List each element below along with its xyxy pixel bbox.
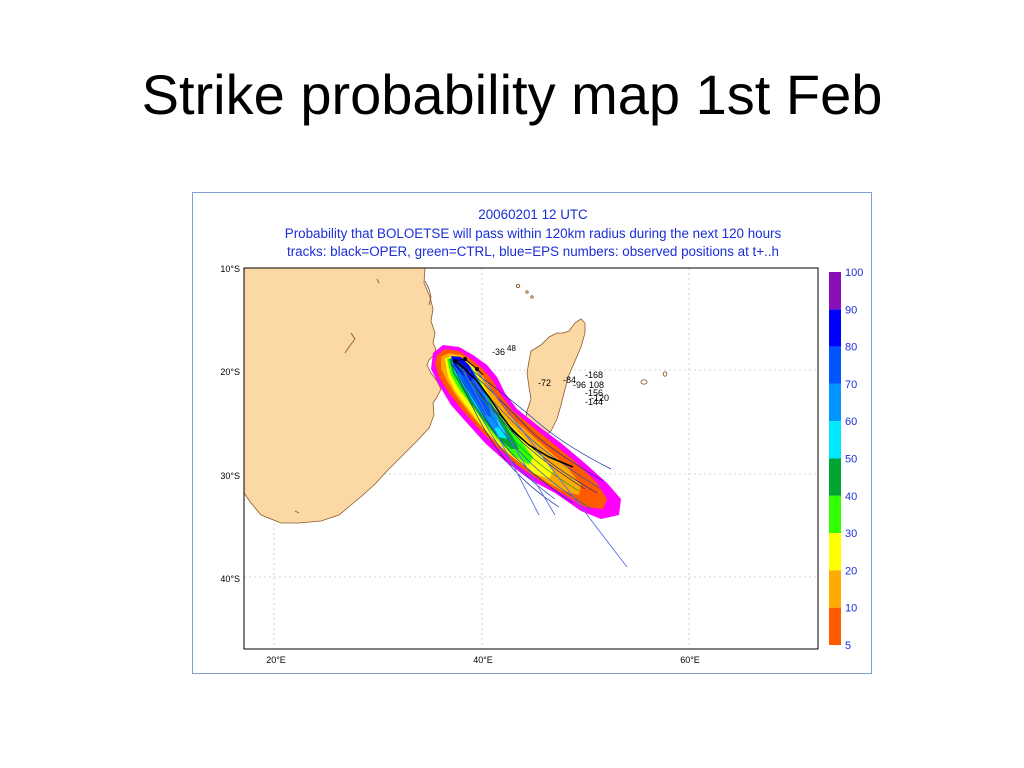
lat-label: 30°S [220, 471, 240, 481]
legend-label: 70 [845, 379, 857, 391]
lon-axis: 20°E 40°E 60°E [266, 655, 700, 665]
legend-swatch [829, 495, 841, 534]
ensemble-tracks [450, 358, 628, 568]
legend-label: 10 [845, 603, 857, 615]
slide-title: Strike probability map 1st Feb [141, 63, 883, 126]
legend-swatch [829, 607, 841, 645]
legend-label: 50 [845, 454, 857, 466]
legend-label: 5 [845, 640, 851, 652]
legend-label: 60 [845, 416, 857, 428]
lat-label: 40°S [220, 574, 240, 584]
hour-label: -156 [585, 388, 603, 398]
legend-label: 100 [845, 267, 863, 279]
map-tracks-legend: tracks: black=OPER, green=CTRL, blue=EPS… [287, 244, 779, 260]
legend-swatch [829, 570, 841, 608]
legend-swatch [829, 421, 841, 459]
legend-swatch [829, 383, 841, 422]
map-plot-border [243, 267, 819, 650]
legend-label: 40 [845, 491, 857, 503]
hour-label: 108 [589, 380, 604, 390]
map-description: Probability that BOLOETSE will pass with… [284, 225, 782, 241]
map-header: 20060201 12 UTC Probability that BOLOETS… [193, 206, 873, 262]
hour-labels: -36 48 -72 -84 -96 108 -168 -156 -144 -1… [492, 344, 609, 407]
lat-label: 20°S [220, 367, 240, 377]
map-canvas: -36 48 -72 -84 -96 108 -168 -156 -144 -1… [220, 264, 863, 665]
observed-track [454, 358, 484, 376]
lat-label: 10°S [220, 264, 240, 274]
hour-label: -96 [573, 380, 586, 390]
hour-label: 48 [507, 344, 516, 353]
legend-swatch [829, 533, 841, 571]
legend-swatch [829, 272, 841, 310]
legend-label: 80 [845, 342, 857, 354]
hour-label: -144 [585, 397, 603, 407]
legend-swatch [829, 458, 841, 496]
hour-label: -72 [538, 378, 551, 388]
hour-label: -84 [563, 375, 576, 385]
legend-swatch [829, 346, 841, 384]
hour-label: -36 [492, 347, 505, 357]
legend-label: 20 [845, 565, 857, 577]
strike-probability-map: 20060201 12 UTC Probability that BOLOETS… [192, 192, 872, 674]
observed-markers [453, 357, 479, 371]
lat-axis: 10°S 20°S 30°S 40°S [220, 264, 240, 584]
probability-legend: 100 90 80 70 60 50 40 30 20 10 5 [829, 267, 863, 652]
lon-label: 40°E [473, 655, 493, 665]
map-plot-area: -36 48 -72 -84 -96 108 -168 -156 -144 -1… [244, 268, 818, 649]
lon-label: 20°E [266, 655, 286, 665]
oper-track [454, 360, 574, 468]
hour-label: -168 [585, 370, 603, 380]
legend-swatch [829, 309, 841, 347]
map-date: 20060201 12 UTC [478, 207, 588, 222]
legend-label: 30 [845, 528, 857, 540]
africa-landmass [244, 268, 442, 524]
lon-label: 60°E [680, 655, 700, 665]
hour-label: -120 [591, 393, 609, 403]
small-islands [294, 278, 668, 514]
legend-label: 90 [845, 304, 857, 316]
